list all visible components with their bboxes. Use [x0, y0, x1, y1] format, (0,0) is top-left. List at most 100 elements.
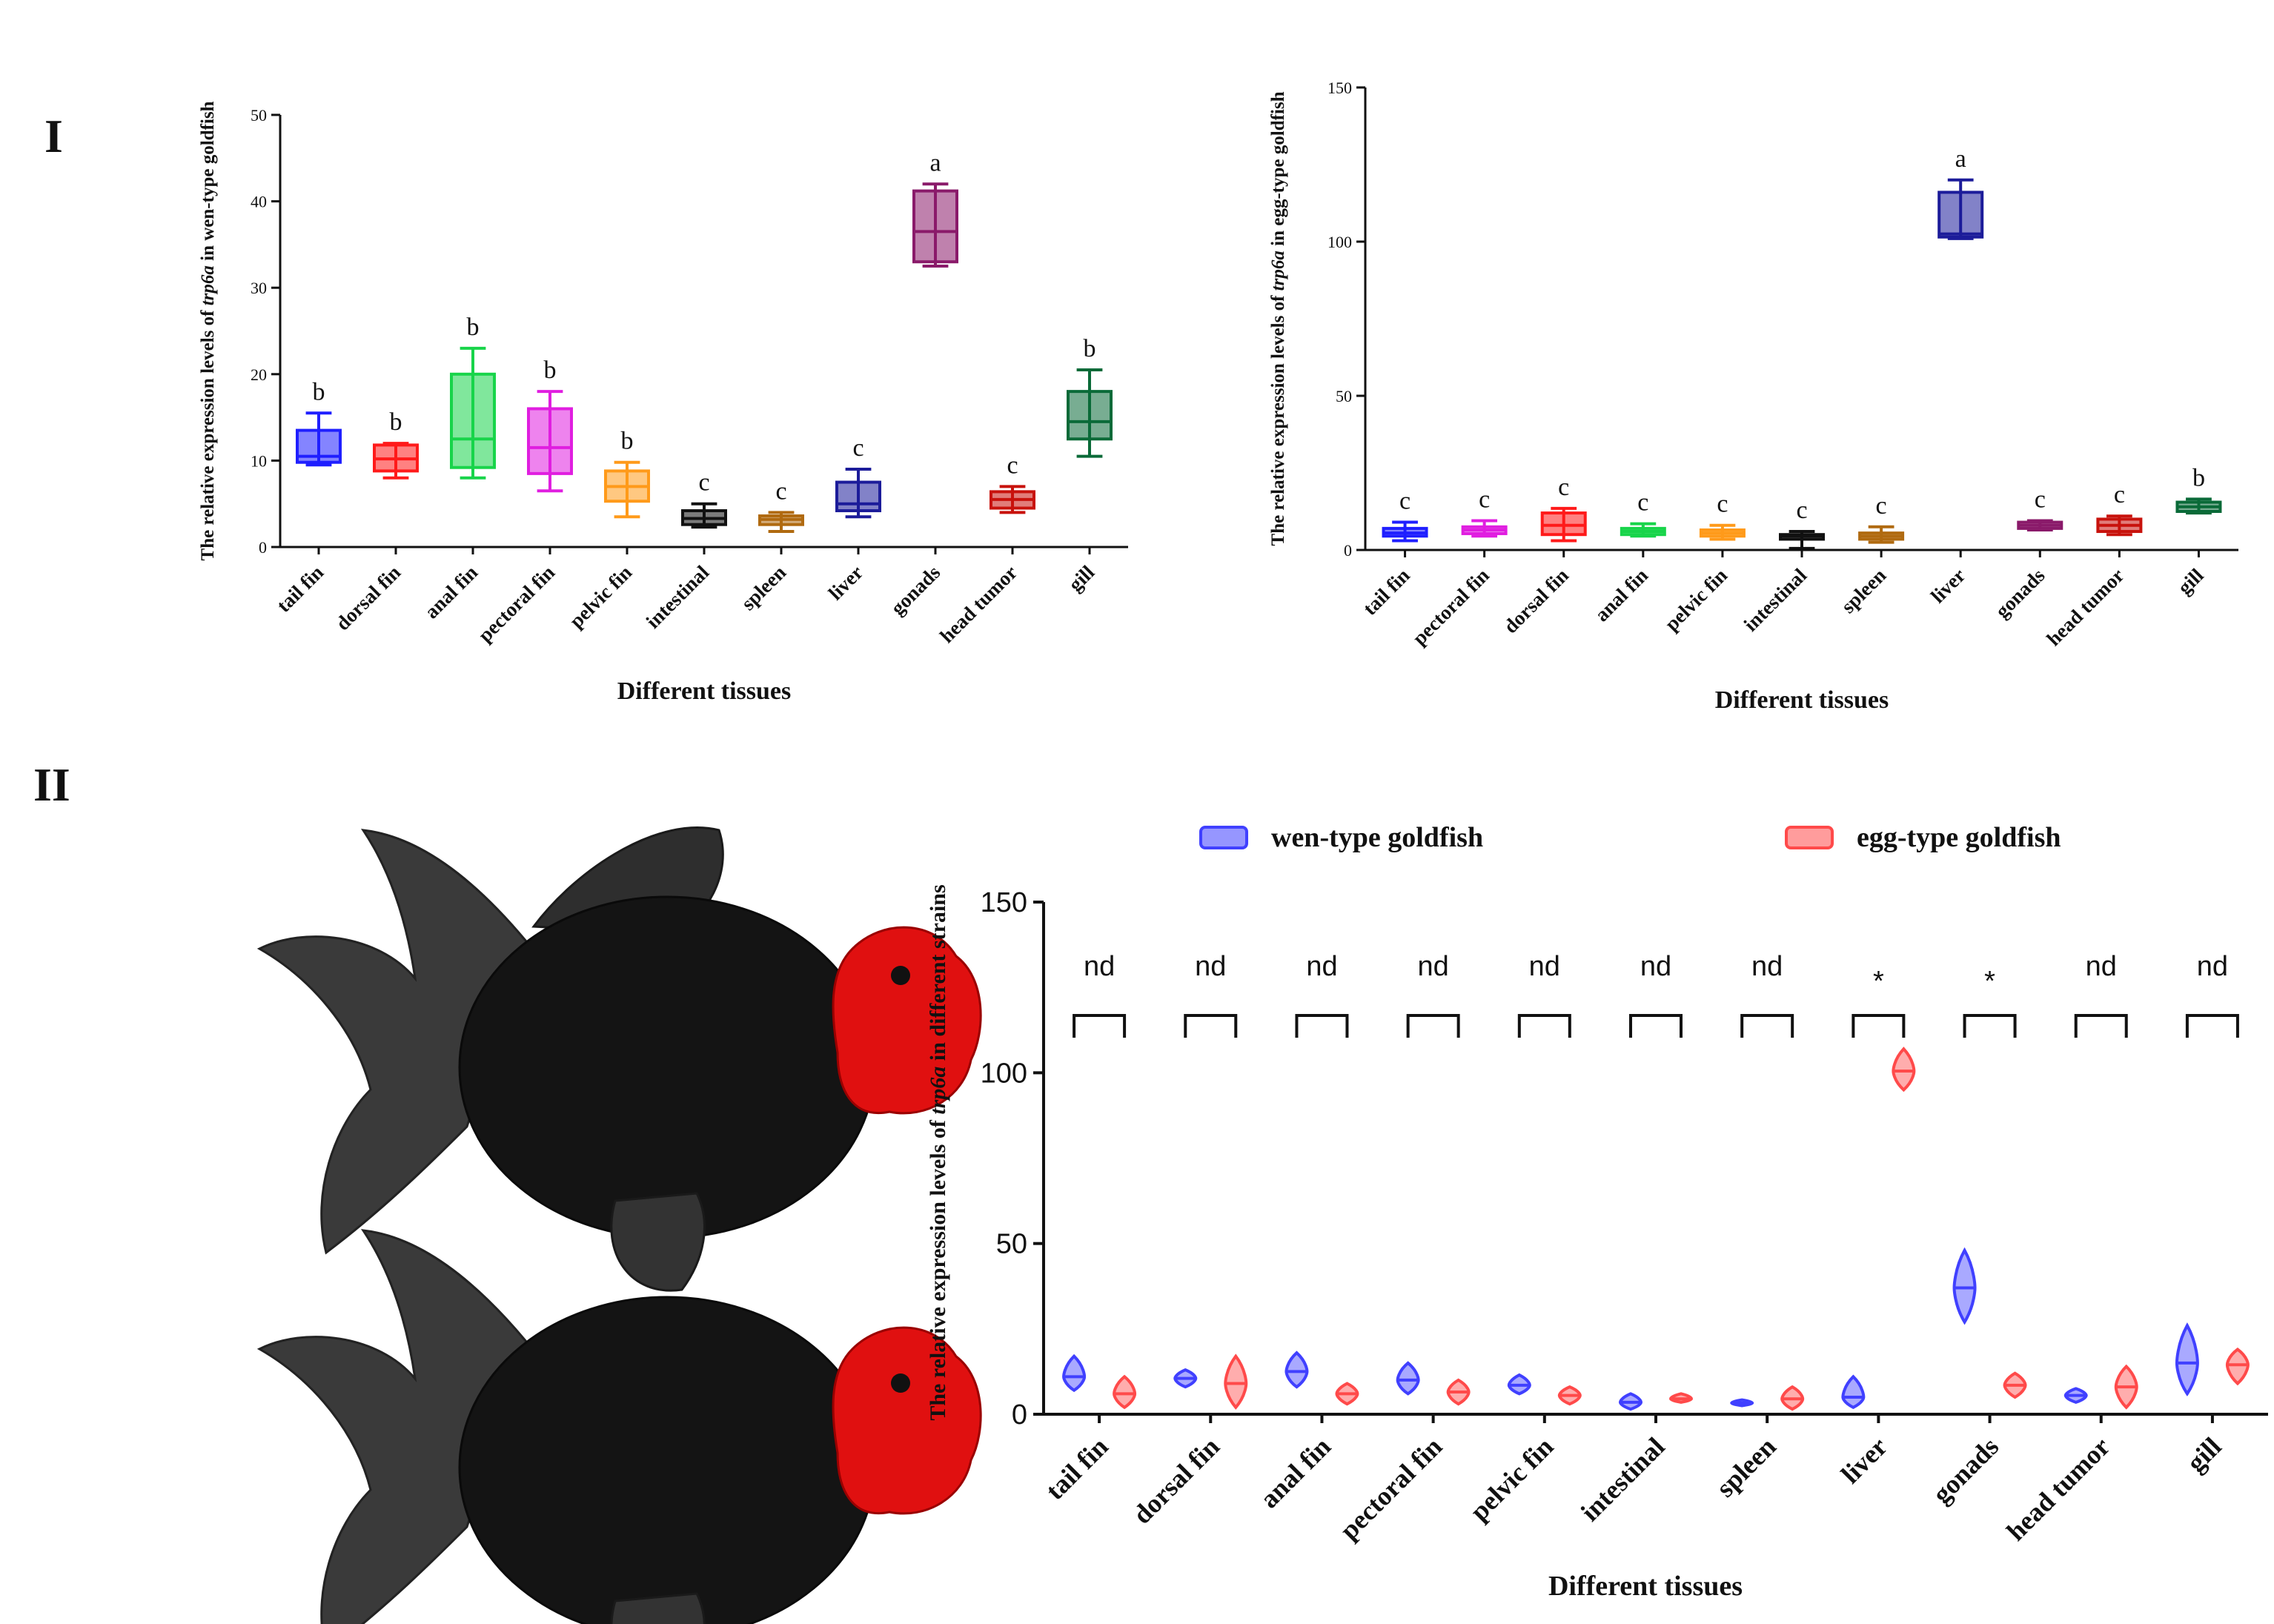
significance-letter: b [467, 314, 480, 341]
y-axis-title-part: trp6a [1268, 251, 1288, 291]
significance-letter: c [1399, 488, 1411, 515]
significance-letter: b [2192, 464, 2205, 491]
significance-letter: c [698, 469, 709, 497]
y-axis-title-part: in wen-type goldfish [198, 101, 218, 265]
y-tick-label: 150 [981, 887, 1027, 918]
x-tick-label: gill [2173, 564, 2208, 599]
significance-label: nd [1751, 951, 1783, 982]
y-tick-label: 50 [1336, 387, 1352, 405]
significance-bracket [1295, 1014, 1349, 1038]
significance-label: nd [1529, 951, 1560, 982]
significance-letter: c [1796, 497, 1807, 524]
significance-label: nd [2197, 951, 2228, 982]
x-axis-title: Different tissues [617, 677, 792, 705]
significance-label: * [1873, 966, 1884, 997]
y-tick-label: 100 [981, 1058, 1027, 1089]
significance-label: nd [1195, 951, 1226, 982]
legend-label: wen-type goldfish [1271, 822, 1483, 853]
y-tick-label: 150 [1327, 79, 1352, 97]
box [1937, 190, 1984, 239]
significance-label: * [1984, 966, 1995, 997]
y-tick-label: 10 [251, 451, 267, 470]
panel-label-ii: II [33, 758, 70, 811]
x-tick-label: gonads [886, 561, 945, 620]
x-tick-label: pelvic fin [1464, 1431, 1559, 1526]
significance-letter: b [390, 408, 402, 436]
y-axis-title-part: The relative expression levels of [926, 1115, 950, 1421]
x-tick-label: tail fin [1359, 564, 1414, 620]
box [1067, 390, 1113, 441]
y-tick-label: 20 [251, 365, 267, 384]
box [835, 480, 881, 513]
y-tick-label: 0 [259, 538, 267, 557]
chart-wen-type-box: 0 10 20 30 40 50 b tail fin b dorsal fin b anal fin… [198, 101, 1128, 705]
significance-letter: b [313, 378, 325, 405]
significance-letter: c [2114, 481, 2125, 508]
violin [2225, 1347, 2250, 1386]
x-axis-title: Different tissues [1715, 686, 1889, 714]
significance-label: nd [1306, 951, 1337, 982]
significance-label: nd [1640, 951, 1671, 982]
significance-label: nd [2086, 951, 2117, 982]
x-tick-label: spleen [1711, 1431, 1782, 1502]
x-tick-label: dorsal fin [331, 561, 405, 634]
legend-swatch [1785, 826, 1834, 849]
significance-letter: a [929, 149, 941, 176]
x-tick-label: dorsal fin [1127, 1431, 1225, 1529]
x-tick-label: liver [1835, 1431, 1893, 1489]
significance-letter: c [1717, 491, 1728, 518]
significance-bracket [1517, 1014, 1571, 1038]
significance-letter: c [852, 434, 863, 462]
y-axis-title: The relative expression levels of trp6a … [926, 884, 950, 1420]
x-tick-label: liver [824, 561, 867, 604]
y-tick-label: 50 [251, 106, 267, 125]
violin [1396, 1361, 1420, 1396]
significance-bracket [1629, 1014, 1683, 1038]
x-tick-label: tail fin [272, 561, 328, 617]
x-axis-title: Different tissues [1548, 1571, 1743, 1602]
significance-bracket [1852, 1014, 1906, 1038]
chart-strain-comparison-violin: 0 50 100 150 nd tail fin nd dorsal fin nd anal fi… [926, 822, 2268, 1602]
y-tick-label: 100 [1327, 233, 1352, 251]
significance-label: nd [1417, 951, 1448, 982]
x-tick-label: anal fin [420, 561, 482, 623]
violin [1892, 1047, 1916, 1093]
significance-letter: c [1479, 485, 1490, 513]
x-tick-label: spleen [1837, 564, 1890, 617]
x-tick-label: pectoral fin [1408, 564, 1494, 649]
x-tick-label: head tumor [2001, 1431, 2116, 1546]
x-tick-label: dorsal fin [1499, 564, 1573, 637]
x-tick-label: intestinal [642, 561, 714, 633]
x-tick-label: gill [2181, 1431, 2227, 1477]
y-tick-label: 30 [251, 279, 267, 297]
x-tick-label: gonads [1991, 564, 2049, 623]
violin [1062, 1353, 1087, 1393]
significance-label: nd [1084, 951, 1115, 982]
x-tick-label: pectoral fin [474, 561, 559, 646]
x-tick-label: intestinal [1575, 1431, 1671, 1527]
x-tick-label: gill [1064, 561, 1099, 596]
x-tick-label: gonads [1927, 1431, 2005, 1509]
x-tick-label: pelvic fin [1660, 564, 1731, 635]
x-tick-label: head tumor [935, 561, 1021, 647]
significance-bracket [2074, 1014, 2128, 1038]
y-tick-label: 0 [1012, 1399, 1027, 1431]
significance-bracket [2185, 1014, 2239, 1038]
violin [1952, 1247, 1977, 1325]
y-axis-title: The relative expression levels of trp6a … [1268, 91, 1288, 546]
y-tick-label: 50 [996, 1229, 1027, 1260]
y-axis-title-part: trp6a [926, 1067, 950, 1115]
significance-letter: b [544, 357, 557, 384]
y-tick-label: 40 [251, 193, 267, 211]
x-tick-label: tail fin [1040, 1431, 1114, 1505]
significance-letter: b [621, 428, 634, 455]
goldfish-illustration-egg-type [256, 1229, 982, 1624]
y-axis-title-part: The relative expression levels of [198, 305, 218, 560]
chart-egg-type-box: 0 50 100 150 c tail fin c pectoral fin c dorsal f… [1268, 79, 2238, 714]
legend-swatch [1199, 826, 1248, 849]
violin [2175, 1322, 2199, 1396]
significance-letter: c [2035, 485, 2046, 513]
significance-letter: a [1955, 145, 1966, 173]
y-tick-label: 0 [1344, 541, 1352, 560]
legend-label: egg-type goldfish [1857, 822, 2061, 853]
